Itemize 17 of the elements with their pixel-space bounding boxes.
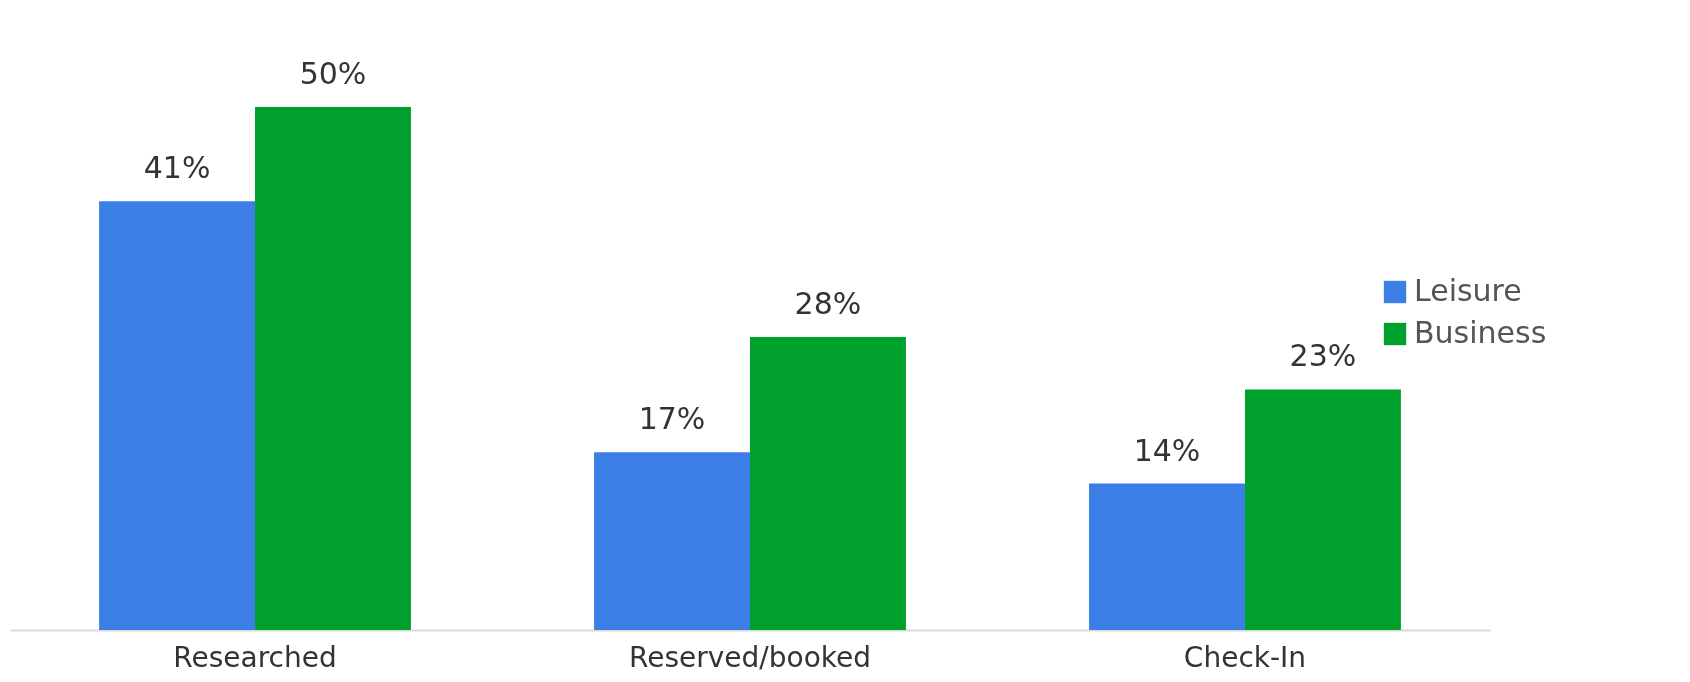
x-tick-label: Check-In [1183, 640, 1307, 674]
data-label: 50% [299, 56, 367, 91]
data-label: 14% [1133, 432, 1201, 468]
x-tick-label: Reserved/booked [628, 640, 872, 674]
bar [594, 452, 750, 630]
legend-label: Leisure [1414, 273, 1522, 308]
x-tick-label: Researched [173, 640, 337, 674]
legend-label: Business [1414, 315, 1547, 350]
data-label: 23% [1289, 338, 1357, 374]
data-label: 28% [794, 286, 862, 322]
bar [1244, 389, 1401, 630]
bar [750, 337, 906, 630]
bar [255, 107, 411, 630]
bar [1089, 483, 1245, 630]
data-label: 41% [143, 150, 211, 186]
bar [99, 201, 256, 630]
data-label: 17% [638, 401, 706, 437]
